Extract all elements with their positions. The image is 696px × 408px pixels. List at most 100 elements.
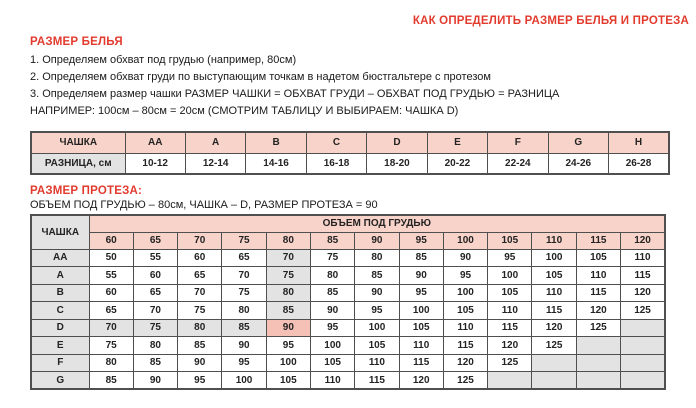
cup-row-header: AA: [30, 248, 90, 267]
size-value-cell: 70: [177, 283, 223, 302]
size-value-cell: 90: [309, 301, 356, 320]
size-table-row: G 85 90 95 100 105 110 115 120 125: [30, 371, 666, 390]
size-value-cell: 75: [88, 336, 134, 355]
size-value-cell: 105: [531, 266, 577, 285]
size-value-cell: 85: [309, 283, 356, 302]
size-table-row: AA 50 55 60 65 70 75 80 85 90 95 100 105 110: [30, 248, 666, 267]
size-value-cell: 110: [487, 301, 533, 320]
empty-cell: [575, 371, 622, 390]
size-value-cell: 90: [442, 248, 489, 267]
underbust-volume-header: ОБЪЕМ ПОД ГРУДЬЮ: [88, 214, 666, 233]
size-value-cell: 95: [309, 318, 356, 337]
size-value-cell: 95: [177, 371, 223, 390]
volume-column-header: 60: [88, 231, 134, 250]
difference-value-cell: 22-24: [487, 152, 549, 175]
difference-row: РАЗНИЦА, см 10-12 12-14 14-16 16-18 18-20 20-2…: [30, 152, 670, 175]
size-value-cell: 90: [177, 353, 223, 372]
size-value-cell: 100: [221, 371, 267, 390]
cup-row-header: C: [30, 301, 90, 320]
cup-column-header: AA: [124, 131, 186, 154]
empty-cell: [620, 371, 666, 390]
difference-value-cell: 18-20: [366, 152, 428, 175]
size-value-cell: 110: [354, 353, 400, 372]
size-value-cell: 100: [309, 336, 356, 355]
size-table-row: E 75 80 85 90 95 100 105 110 115 120 125: [30, 336, 666, 355]
size-value-cell: 110: [309, 371, 356, 390]
size-value-cell: 50: [88, 248, 134, 267]
highlighted-column-cell: 85: [265, 301, 311, 320]
empty-cell: [620, 336, 666, 355]
size-value-cell: 125: [531, 336, 577, 355]
size-value-cell: 105: [309, 353, 356, 372]
size-value-cell: 90: [132, 371, 179, 390]
empty-cell: [620, 318, 666, 337]
cup-difference-table: ЧАШКА AA A B C D E F G H РАЗНИЦА, см 10-12 12-14 14-1…: [30, 131, 670, 175]
size-value-cell: 100: [442, 283, 489, 302]
cup-difference-table-body: ЧАШКА AA A B C D E F G H РАЗНИЦА, см 10-12 12-14 14-1…: [30, 131, 670, 175]
difference-row-label: РАЗНИЦА, см: [30, 152, 126, 175]
size-value-cell: 115: [487, 318, 533, 337]
difference-value-cell: 20-22: [426, 152, 489, 175]
size-value-cell: 120: [575, 301, 622, 320]
size-value-cell: 110: [442, 318, 489, 337]
volume-column-header: 115: [575, 231, 622, 250]
size-value-cell: 90: [221, 336, 267, 355]
underwear-instructions: 1. Определяем обхват под грудью (наприме…: [30, 52, 559, 120]
size-value-cell: 60: [88, 283, 134, 302]
size-value-cell: 95: [354, 301, 400, 320]
highlighted-row-cell: 70: [88, 318, 134, 337]
empty-cell: [620, 353, 666, 372]
size-value-cell: 105: [575, 248, 622, 267]
volume-column-header: 95: [398, 231, 444, 250]
cup-row-header: F: [30, 353, 90, 372]
volume-column-header: 65: [132, 231, 179, 250]
size-value-cell: 125: [575, 318, 622, 337]
difference-value-cell: 16-18: [305, 152, 368, 175]
size-table-volume-row: 60 65 70 75 80 85 90 95 100 105 110 115 120: [31, 231, 666, 250]
volume-column-header: 85: [309, 231, 356, 250]
prosthesis-size-table-body: ЧАШКА ОБЪЕМ ПОД ГРУДЬЮ 60 65 70 75 80 85 90 95 100…: [30, 214, 666, 390]
cup-row-header: A: [30, 266, 90, 285]
size-value-cell: 90: [354, 283, 400, 302]
size-value-cell: 115: [354, 371, 400, 390]
size-value-cell: 120: [398, 371, 444, 390]
cup-column-header: E: [426, 131, 489, 154]
cup-row-header: G: [30, 371, 90, 390]
difference-value-cell: 12-14: [184, 152, 247, 175]
size-value-cell: 85: [354, 266, 400, 285]
size-value-cell: 100: [531, 248, 577, 267]
highlighted-column-cell: 80: [265, 283, 311, 302]
size-value-cell: 100: [265, 353, 311, 372]
size-value-cell: 95: [487, 248, 533, 267]
cup-table-corner-label: ЧАШКА: [30, 131, 126, 154]
cup-column-header: H: [608, 131, 670, 154]
size-value-cell: 95: [442, 266, 489, 285]
volume-column-header: 90: [354, 231, 400, 250]
instruction-step-3: 3. Определяем размер чашки РАЗМЕР ЧАШКИ …: [30, 88, 560, 100]
highlighted-result-cell: 90: [265, 318, 311, 337]
size-value-cell: 55: [132, 248, 179, 267]
prosthesis-section-heading: РАЗМЕР ПРОТЕЗА:: [30, 185, 143, 197]
empty-cell: [487, 371, 533, 390]
cup-row-header: D: [30, 318, 90, 337]
size-value-cell: 80: [132, 336, 179, 355]
volume-column-header: 80: [265, 231, 311, 250]
size-value-cell: 70: [221, 266, 267, 285]
size-value-cell: 105: [442, 301, 489, 320]
size-table-row: F 80 85 90 95 100 105 110 115 120 125: [30, 353, 666, 372]
difference-value-cell: 14-16: [245, 152, 307, 175]
size-value-cell: 65: [177, 266, 223, 285]
size-table-row: C 65 70 75 80 85 90 95 100 105 110 115 120 125: [30, 301, 666, 320]
underwear-section-heading: РАЗМЕР БЕЛЬЯ: [30, 36, 123, 48]
volume-column-header: 110: [531, 231, 577, 250]
highlighted-row-cell: 85: [221, 318, 267, 337]
size-value-cell: 125: [620, 301, 666, 320]
highlighted-column-cell: 70: [265, 248, 311, 267]
size-value-cell: 115: [398, 353, 444, 372]
size-value-cell: 60: [132, 266, 179, 285]
size-value-cell: 65: [221, 248, 267, 267]
instruction-step-2: 2. Определяем обхват груди по выступающи…: [30, 71, 491, 83]
size-value-cell: 85: [132, 353, 179, 372]
size-value-cell: 110: [531, 283, 577, 302]
